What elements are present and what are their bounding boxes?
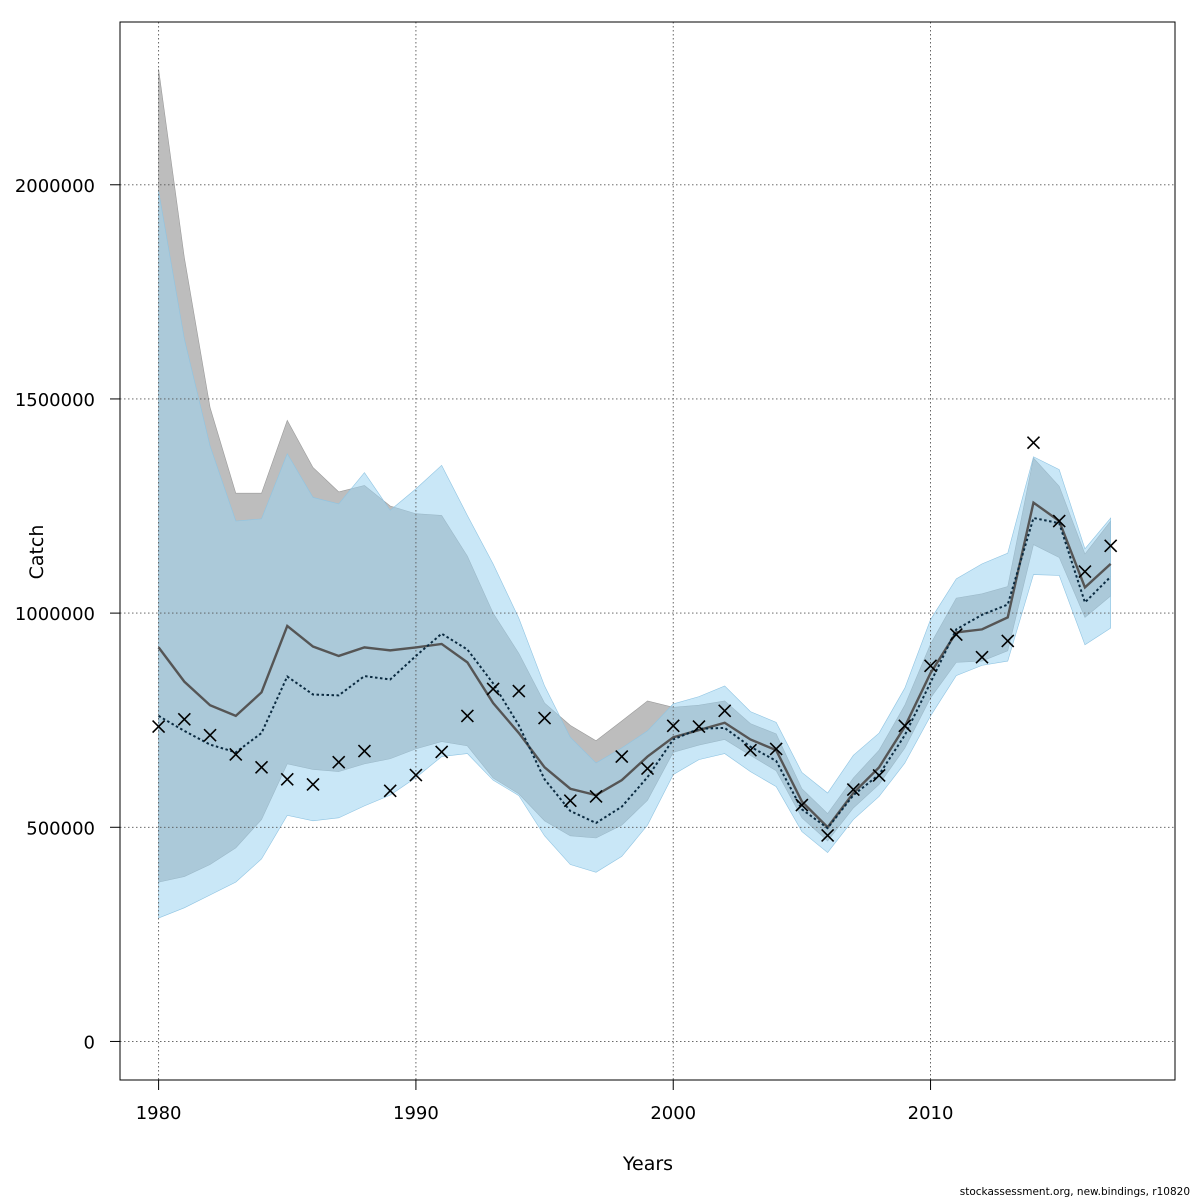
observed-point: [949, 627, 963, 642]
observed-point-stroke: [872, 768, 886, 783]
observed-point: [306, 777, 320, 792]
observed-point-stroke: [615, 750, 629, 764]
observed-point: [1026, 436, 1041, 450]
observed-point-stroke: [229, 747, 243, 762]
observed-point-stroke: [923, 659, 938, 673]
x-tick-label: 1990: [393, 1103, 439, 1124]
observed-point: [563, 794, 577, 808]
observed-point-stroke: [846, 783, 860, 797]
observed-point-stroke: [538, 711, 552, 725]
observed-point: [203, 728, 217, 742]
observed-point-stroke: [383, 784, 397, 798]
observed-point-stroke: [1026, 436, 1041, 450]
axes: 1980 1990 2000 2010 0 500000 1000000 1500000 200…: [15, 21, 1176, 1124]
observed-point: [1078, 564, 1092, 579]
observed-point-stroke: [254, 760, 269, 774]
y-tick-label: 1000000: [15, 604, 95, 625]
observed-point: [1104, 539, 1118, 553]
observed-point-stroke: [512, 684, 526, 698]
observed-point: [769, 742, 783, 756]
x-axis-label: Years: [622, 1153, 673, 1175]
grid-lines: [120, 22, 1175, 1080]
observed-point: [1052, 514, 1066, 528]
observed-point: [435, 745, 449, 759]
observed-point-stroke: [460, 709, 474, 723]
y-tick-label: 2000000: [15, 176, 95, 197]
observed-point-stroke: [975, 650, 989, 664]
observed-point: [229, 747, 243, 762]
observed-point: [152, 720, 166, 734]
observed-point-stroke: [306, 777, 320, 792]
y-tick-label: 0: [84, 1032, 95, 1053]
observed-point: [718, 704, 732, 718]
observed-point: [332, 755, 346, 769]
observed-point-stroke: [666, 719, 680, 733]
observed-point: [666, 719, 680, 733]
observed-point: [743, 743, 757, 757]
observed-point: [975, 650, 989, 664]
observed-point-stroke: [1001, 634, 1015, 648]
observed-point-stroke: [1052, 514, 1066, 528]
observed-point: [357, 744, 372, 758]
x-tick-label: 1980: [136, 1103, 182, 1124]
observed-point-stroke: [795, 798, 809, 812]
observed-point-stroke: [1078, 564, 1092, 579]
observed-point: [795, 798, 809, 812]
observed-point-stroke: [177, 712, 191, 726]
observed-point: [409, 768, 423, 782]
observed-point-stroke: [357, 744, 372, 758]
observed-point-stroke: [640, 762, 655, 776]
observed-point: [872, 768, 886, 783]
observed-point-stroke: [1104, 539, 1118, 553]
observed-point-stroke: [332, 755, 346, 769]
x-tick-label: 2010: [908, 1103, 954, 1124]
observed-point-stroke: [692, 720, 706, 734]
x-tick-label: 2000: [650, 1103, 696, 1124]
observed-point-stroke: [949, 627, 963, 642]
observed-point-stroke: [409, 768, 423, 782]
observed-point-stroke: [203, 728, 217, 742]
observed-point-stroke: [589, 789, 603, 804]
observed-point-stroke: [486, 682, 500, 696]
observed-point: [923, 659, 938, 673]
y-tick-label: 1500000: [15, 390, 95, 411]
observed-point: [486, 682, 500, 696]
observed-point-stroke: [280, 772, 294, 786]
observed-point: [538, 711, 552, 725]
observed-point-stroke: [743, 743, 757, 757]
y-tick-label: 500000: [26, 818, 95, 839]
y-axis-label: Catch: [26, 525, 48, 580]
observed-point-stroke: [898, 719, 912, 733]
observed-point-stroke: [435, 745, 449, 759]
plot-frame: [119, 21, 1176, 1081]
observed-point: [640, 762, 655, 776]
observed-point: [846, 783, 860, 797]
observed-markers: [152, 436, 1118, 842]
observed-point: [898, 719, 912, 733]
observed-point: [589, 789, 603, 804]
observed-point-stroke: [563, 794, 577, 808]
band-blue: [158, 191, 1111, 919]
observed-point-stroke: [769, 742, 783, 756]
confidence-bands: [158, 69, 1111, 919]
observed-point: [177, 712, 191, 726]
observed-point: [254, 760, 269, 774]
observed-point-stroke: [718, 704, 732, 718]
observed-point: [692, 720, 706, 734]
observed-point-stroke: [821, 828, 835, 842]
footer-credit: stockassessment.org, new.bindings, r1082…: [959, 1186, 1190, 1198]
observed-point: [280, 772, 294, 786]
observed-point: [512, 684, 526, 698]
observed-point: [460, 709, 474, 723]
observed-point: [383, 784, 397, 798]
observed-point: [1001, 634, 1015, 648]
observed-point-stroke: [152, 720, 166, 734]
observed-point: [615, 750, 629, 764]
observed-point: [821, 828, 835, 842]
